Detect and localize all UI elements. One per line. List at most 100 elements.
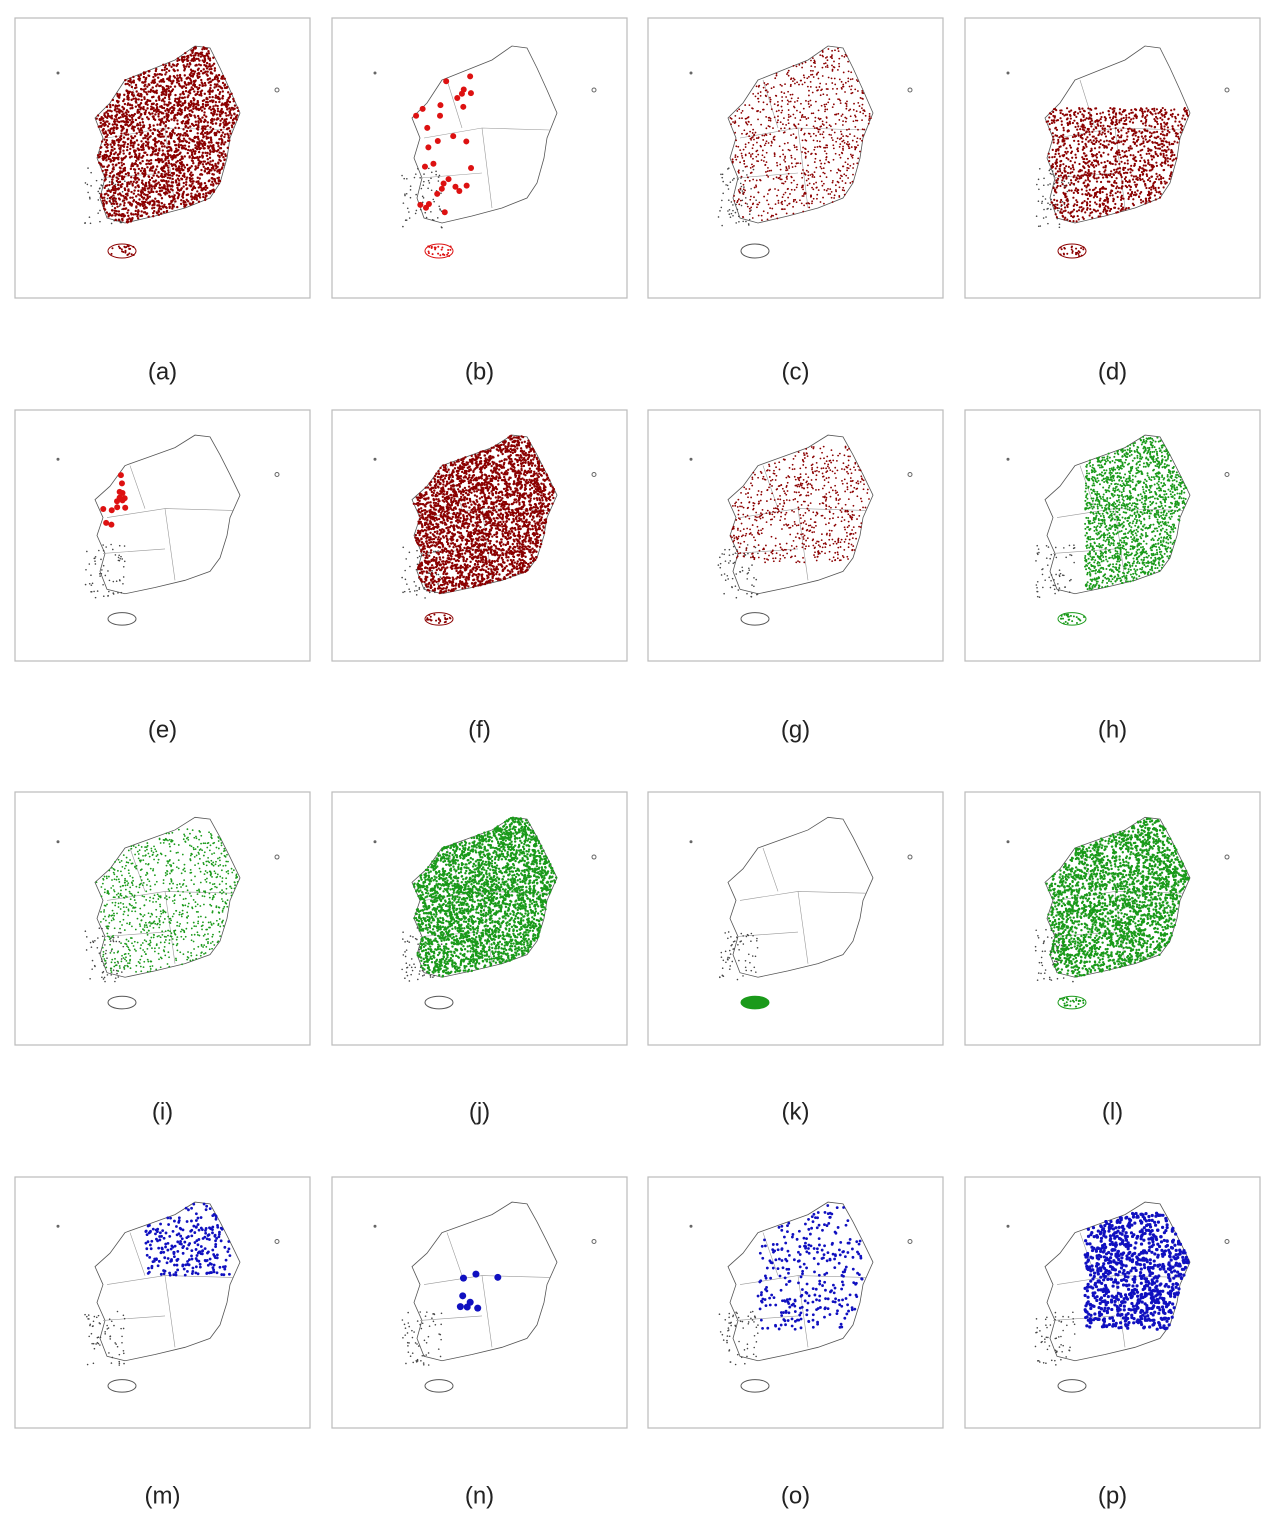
site-dot [1085, 193, 1089, 197]
site-dot [125, 246, 128, 249]
site-dot [1089, 200, 1092, 203]
site-dot [1171, 154, 1174, 157]
site-dot [1094, 137, 1097, 140]
site-dot [143, 80, 147, 84]
site-dot [832, 144, 835, 147]
site-dot [191, 87, 195, 91]
site-dot [148, 184, 151, 187]
site-dot [122, 194, 125, 198]
site-dot [1111, 194, 1114, 197]
site-dot [1155, 130, 1159, 134]
island [740, 185, 743, 188]
site-dot [164, 73, 167, 76]
site-dot [1073, 161, 1077, 164]
site-dot [1167, 164, 1170, 167]
site-dot [815, 186, 818, 189]
site-dot [1150, 164, 1153, 167]
site-dot [809, 195, 812, 198]
panel-frame [14, 17, 311, 299]
site-dot [112, 126, 116, 129]
site-dot [1084, 154, 1087, 158]
site-dot [1120, 134, 1123, 137]
site-dot [183, 132, 186, 135]
site-dot [831, 57, 833, 60]
site-dot [1118, 170, 1121, 173]
site-dot [1114, 192, 1117, 195]
site-dot [164, 93, 168, 97]
site-dot [201, 139, 204, 143]
site-dot [787, 109, 790, 111]
site-dot [144, 173, 147, 176]
site-dot [437, 102, 444, 109]
site-dot [196, 68, 200, 72]
site-dot [189, 100, 193, 103]
site-dot [841, 124, 844, 126]
site-dot [211, 89, 214, 92]
site-dot [191, 156, 194, 160]
site-dot [188, 155, 191, 158]
site-dot [1069, 167, 1072, 170]
site-dot [186, 148, 190, 152]
site-dot [155, 190, 158, 193]
site-dot [137, 189, 140, 193]
site-dot [1178, 120, 1181, 123]
site-dot [1132, 117, 1135, 120]
site-dot [749, 172, 752, 174]
site-dot [142, 75, 146, 79]
site-dot [823, 162, 826, 165]
site-dot [796, 183, 799, 186]
site-dot [1118, 141, 1121, 144]
site-dot [144, 111, 147, 114]
site-dot [1098, 151, 1101, 154]
site-dot [224, 102, 228, 105]
island [739, 182, 742, 185]
site-dot [146, 103, 149, 106]
site-dot [218, 154, 221, 158]
site-dot [743, 160, 745, 163]
site-dot [197, 117, 201, 120]
site-dot [839, 99, 842, 102]
site-dot [861, 139, 863, 142]
site-dot [763, 195, 766, 198]
site-dot [124, 195, 127, 199]
site-dot [861, 97, 863, 100]
site-dot [850, 92, 853, 95]
site-dot [762, 108, 765, 111]
site-dot [781, 196, 784, 199]
site-dot [208, 179, 211, 182]
site-dot [173, 119, 176, 122]
island [755, 199, 757, 202]
site-dot [188, 184, 191, 187]
site-dot [1173, 140, 1176, 143]
site-dot [840, 137, 843, 140]
site-dot [1110, 176, 1113, 179]
site-dot [776, 164, 779, 167]
site-dot [791, 166, 794, 168]
site-dot [837, 98, 839, 101]
island [95, 179, 98, 182]
site-dot [118, 174, 121, 178]
site-dot [192, 59, 195, 63]
site-dot [208, 88, 211, 92]
site-dot [1142, 140, 1145, 143]
site-dot [1120, 197, 1123, 200]
site-dot [106, 125, 110, 128]
site-dot [812, 132, 815, 135]
site-dot [803, 192, 806, 194]
site-dot [749, 195, 752, 198]
site-dot [164, 124, 167, 127]
site-dot [197, 180, 200, 183]
site-dot [433, 246, 436, 249]
site-dot [1101, 131, 1104, 134]
site-dot [1141, 178, 1144, 181]
site-dot [1066, 130, 1069, 133]
site-dot [181, 90, 185, 94]
site-dot [1164, 108, 1167, 111]
site-dot [1135, 144, 1138, 147]
site-dot [200, 109, 204, 112]
site-dot [111, 163, 115, 166]
site-dot [822, 131, 825, 133]
site-dot [1052, 110, 1055, 114]
site-dot [843, 189, 846, 192]
site-dot [859, 97, 862, 99]
